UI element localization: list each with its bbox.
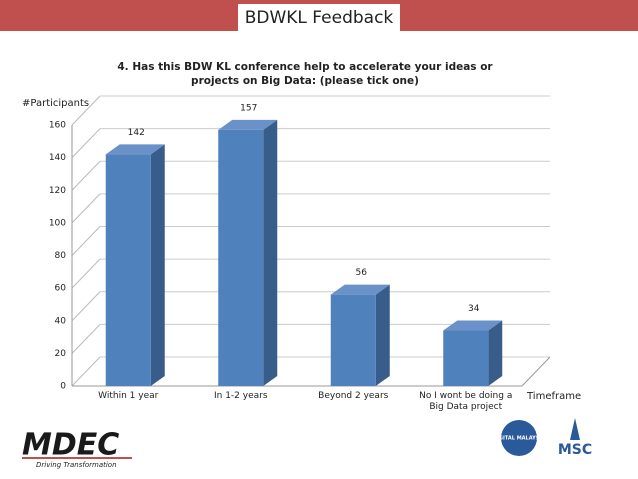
value-label: 157 — [240, 103, 257, 113]
msc-tower — [570, 418, 580, 440]
bar — [105, 154, 151, 386]
x-axis-label: Timeframe — [526, 391, 581, 402]
digital-logo: DIGITAL MALAYSIA — [493, 420, 545, 456]
grid-line — [71, 193, 101, 224]
floor-side — [521, 356, 551, 387]
y-tick-label: 120 — [49, 186, 66, 196]
grid-line — [71, 95, 101, 126]
x-tick-box: Within 1 year — [98, 391, 159, 401]
mdec-text: MDEC — [22, 428, 119, 463]
mdec-tagline: Driving Transformation — [36, 461, 117, 469]
x-tick-label: In 1-2 years — [213, 391, 268, 401]
mdec-logo: MDEC Driving Transformation — [22, 428, 132, 469]
msc-text: MSC — [558, 442, 592, 458]
y-axis-label: #Participants — [22, 98, 89, 109]
value-label: 142 — [128, 128, 145, 138]
grid-line — [71, 291, 101, 322]
y-tick-label: 80 — [55, 251, 67, 261]
grid-line — [71, 258, 101, 289]
grid-line — [71, 160, 101, 191]
grid-line — [71, 356, 101, 387]
x-tick-label: No I wont be doing a Big Data project — [419, 391, 513, 412]
x-tick-box: Beyond 2 years — [318, 391, 389, 401]
bar-top — [443, 320, 503, 331]
bar-side — [263, 119, 278, 387]
digital-text: DIGITAL MALAYSIA — [493, 436, 545, 442]
bar — [330, 294, 376, 386]
bar — [218, 129, 264, 387]
bar-top — [105, 144, 165, 155]
bar-top — [218, 119, 278, 130]
bar-top — [330, 284, 390, 295]
bar-side — [488, 320, 503, 386]
bar-side — [150, 144, 165, 386]
header-title: BDWKL Feedback — [245, 8, 394, 28]
y-tick-label: 20 — [55, 349, 67, 359]
msc-logo: MSC — [558, 418, 592, 458]
y-tick-label: 160 — [49, 121, 66, 131]
x-tick-box: In 1-2 years — [213, 391, 268, 401]
value-label: 56 — [356, 268, 368, 278]
x-tick-box: No I wont be doing a Big Data project — [419, 391, 513, 412]
value-label: 34 — [468, 304, 480, 314]
y-tick-label: 0 — [60, 382, 66, 392]
y-tick-label: 60 — [55, 284, 67, 294]
x-tick-label: Beyond 2 years — [318, 391, 389, 401]
x-tick-label: Within 1 year — [98, 391, 159, 401]
mdec-bar — [22, 457, 132, 459]
grid-line — [71, 324, 101, 354]
grid-line — [71, 128, 101, 158]
chart-title: 4. Has this BDW KL conference help to ac… — [117, 61, 493, 87]
chart-title-box: 4. Has this BDW KL conference help to ac… — [117, 61, 493, 87]
y-tick-label: 140 — [49, 153, 66, 163]
grid-line — [71, 226, 101, 256]
header-box — [238, 4, 400, 31]
y-tick-label: 40 — [55, 316, 67, 326]
y-tick-label: 100 — [49, 218, 66, 228]
bar-side — [375, 284, 390, 386]
bar — [443, 330, 489, 386]
digital-circle — [501, 420, 537, 456]
